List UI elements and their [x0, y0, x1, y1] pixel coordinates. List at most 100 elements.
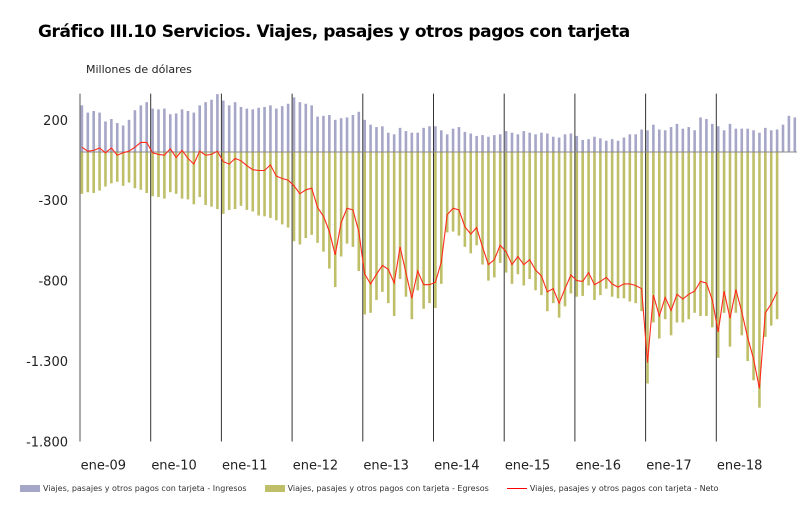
- bar-egresos: [451, 152, 455, 232]
- bar-egresos: [728, 152, 732, 347]
- bar-ingresos: [569, 133, 573, 152]
- bar-egresos: [428, 152, 431, 304]
- legend-item-egresos: Viajes, pasajes y otros pagos con tarjet…: [264, 484, 489, 493]
- bar-ingresos: [216, 94, 219, 152]
- bar-egresos: [522, 152, 526, 286]
- bar-ingresos: [168, 114, 172, 152]
- bar-ingresos: [481, 135, 484, 152]
- bar-ingresos: [104, 121, 107, 152]
- bar-egresos: [139, 152, 143, 190]
- x-tick-label: ene-18: [717, 458, 762, 473]
- bar-egresos: [487, 152, 490, 281]
- bar-egresos: [469, 152, 473, 254]
- bar-egresos: [540, 152, 543, 296]
- bar-ingresos: [357, 111, 361, 152]
- bar-egresos: [693, 152, 696, 313]
- bar-egresos: [769, 152, 773, 326]
- bar-egresos: [587, 152, 590, 286]
- bar-ingresos: [416, 132, 420, 152]
- bar-ingresos: [663, 130, 667, 152]
- bar-ingresos: [333, 119, 337, 152]
- x-tick-label: ene-10: [151, 458, 196, 473]
- bar-egresos: [233, 152, 237, 210]
- bar-ingresos: [439, 130, 443, 152]
- bar-egresos: [445, 152, 449, 233]
- bar-ingresos: [145, 102, 149, 152]
- bar-egresos: [174, 152, 178, 194]
- bar-ingresos: [498, 134, 502, 152]
- bar-egresos: [481, 152, 484, 265]
- bar-egresos: [115, 152, 119, 182]
- bar-egresos: [216, 152, 219, 210]
- bar-egresos: [504, 152, 508, 273]
- bar-ingresos: [634, 134, 638, 152]
- bar-ingresos: [339, 118, 343, 152]
- bar-ingresos: [504, 131, 508, 152]
- bar-egresos: [699, 152, 702, 317]
- bar-ingresos: [764, 127, 767, 152]
- bar-egresos: [593, 152, 596, 300]
- bar-ingresos: [192, 112, 196, 152]
- bar-ingresos: [687, 127, 691, 152]
- bar-ingresos: [298, 102, 302, 152]
- line-neto: [81, 141, 778, 389]
- bar-egresos: [251, 152, 255, 212]
- chart-plot: 200 -300 -800 -1.300 -1.800 ene-09 ene-10 ene-1…: [26, 93, 797, 473]
- bar-egresos: [734, 152, 738, 313]
- y-tick-label: 200: [43, 114, 68, 129]
- bar-egresos: [127, 152, 131, 183]
- bar-egresos: [640, 152, 643, 312]
- bar-ingresos: [657, 129, 661, 152]
- bar-ingresos: [127, 119, 131, 152]
- bar-ingresos: [599, 138, 602, 152]
- bar-egresos: [286, 152, 290, 228]
- bar-ingresos: [422, 127, 425, 152]
- bar-egresos: [416, 152, 420, 291]
- bar-egresos: [775, 152, 779, 320]
- bar-ingresos: [381, 126, 384, 152]
- legend-label-egresos: Viajes, pasajes y otros pagos con tarjet…: [287, 484, 489, 493]
- bar-ingresos: [210, 99, 213, 152]
- bar-ingresos: [722, 130, 726, 152]
- bar-ingresos: [781, 124, 785, 152]
- bar-ingresos: [80, 105, 84, 152]
- legend-label-ingresos: Viajes, pasajes y otros pagos con tarjet…: [43, 484, 247, 493]
- bar-egresos: [610, 152, 614, 297]
- bar-egresos: [180, 152, 184, 199]
- bar-egresos: [681, 152, 685, 323]
- bar-ingresos: [563, 134, 567, 152]
- bar-egresos: [322, 152, 325, 252]
- bar-ingresos: [239, 106, 243, 152]
- bar-egresos: [257, 152, 260, 216]
- bar-ingresos: [540, 132, 543, 152]
- bar-ingresos: [139, 105, 143, 152]
- bar-egresos: [304, 152, 308, 239]
- bar-egresos: [622, 152, 626, 299]
- bar-egresos: [98, 152, 101, 191]
- y-tick-label: -300: [38, 194, 68, 209]
- bar-egresos: [375, 152, 378, 300]
- bar-ingresos: [628, 134, 632, 152]
- bar-egresos: [328, 152, 331, 269]
- bar-ingresos: [616, 140, 620, 152]
- bar-egresos: [222, 152, 225, 214]
- bar-ingresos: [151, 108, 154, 152]
- bar-ingresos: [304, 103, 308, 152]
- bar-ingresos: [227, 105, 231, 152]
- bar-ingresos: [345, 117, 349, 152]
- bar-ingresos: [681, 128, 685, 152]
- bar-ingresos: [675, 123, 679, 152]
- bar-ingresos: [546, 133, 549, 152]
- bar-egresos: [746, 152, 749, 362]
- x-tick-label: ene-12: [293, 458, 338, 473]
- bar-egresos: [239, 152, 243, 206]
- bar-ingresos: [758, 132, 761, 152]
- bar-ingresos: [280, 106, 284, 152]
- bar-egresos: [669, 152, 673, 336]
- bar-egresos: [298, 152, 302, 245]
- bar-egresos: [510, 152, 514, 284]
- bar-egresos: [493, 152, 496, 278]
- bar-egresos: [634, 152, 638, 304]
- bar-ingresos: [557, 137, 561, 152]
- bar-ingresos: [275, 108, 278, 152]
